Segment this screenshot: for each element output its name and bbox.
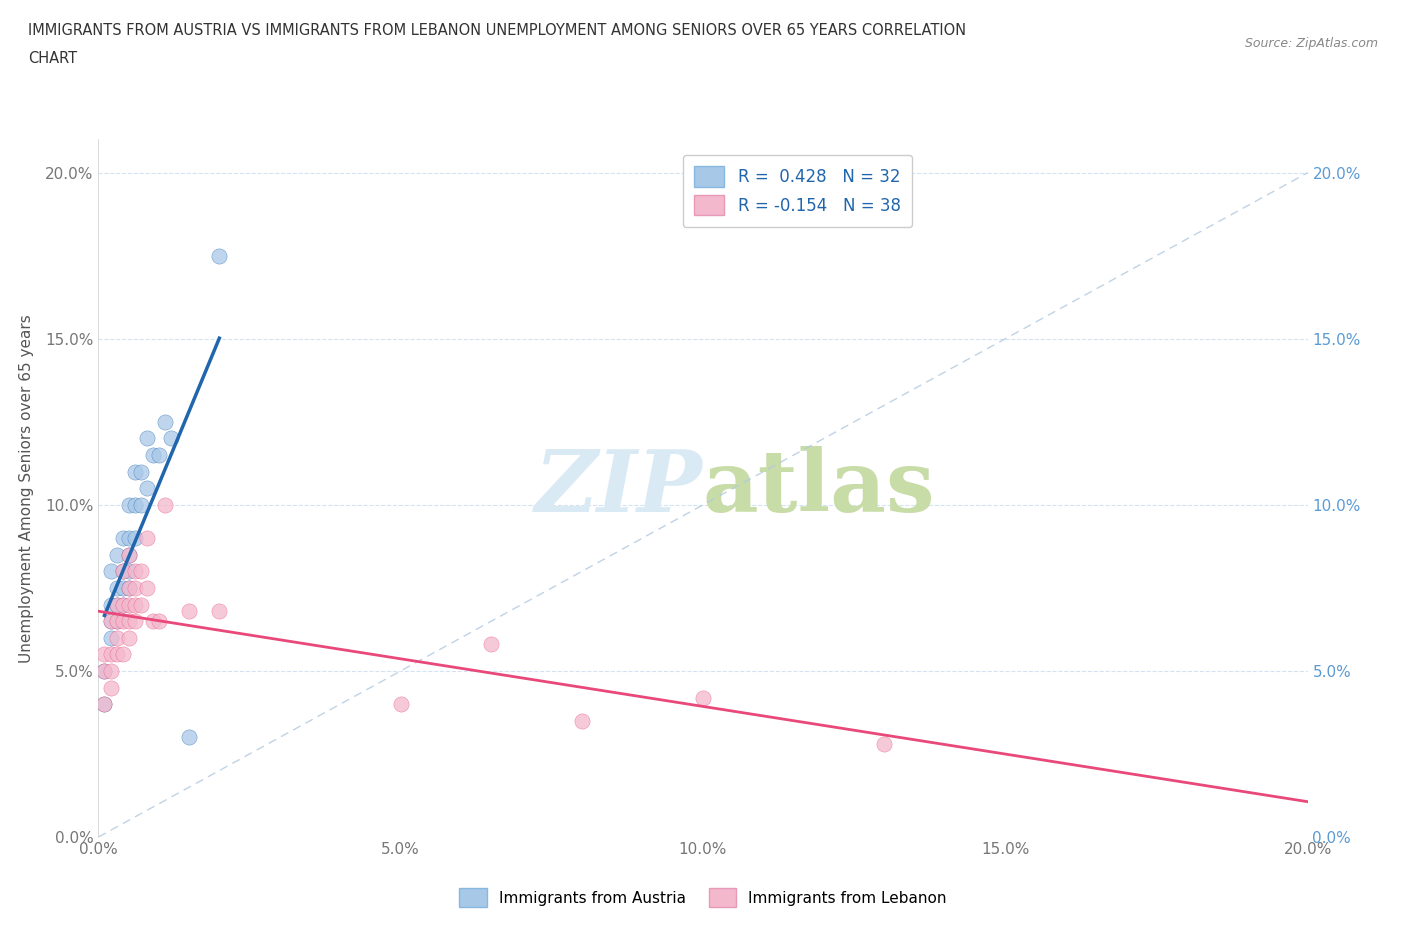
Point bbox=[129, 464, 152, 479]
Point bbox=[160, 431, 183, 445]
Point bbox=[142, 614, 165, 629]
Legend: Immigrants from Austria, Immigrants from Lebanon: Immigrants from Austria, Immigrants from… bbox=[453, 883, 953, 913]
Point bbox=[208, 248, 231, 263]
Point bbox=[208, 604, 231, 618]
Point bbox=[135, 580, 157, 595]
Point bbox=[105, 580, 128, 595]
Point bbox=[118, 547, 141, 562]
Point bbox=[100, 597, 122, 612]
Point bbox=[129, 597, 152, 612]
Y-axis label: Unemployment Among Seniors over 65 years: Unemployment Among Seniors over 65 years bbox=[20, 314, 34, 662]
Point bbox=[179, 604, 201, 618]
Point bbox=[105, 547, 128, 562]
Point bbox=[111, 564, 134, 578]
Point bbox=[93, 647, 115, 662]
Point bbox=[153, 415, 176, 430]
Point bbox=[571, 713, 593, 728]
Point bbox=[111, 580, 134, 595]
Point bbox=[100, 680, 122, 695]
Point bbox=[135, 481, 157, 496]
Point bbox=[118, 631, 141, 645]
Point bbox=[129, 498, 152, 512]
Point bbox=[124, 464, 146, 479]
Point bbox=[118, 547, 141, 562]
Point bbox=[692, 690, 714, 705]
Point bbox=[124, 597, 146, 612]
Point bbox=[100, 647, 122, 662]
Point bbox=[124, 498, 146, 512]
Point bbox=[118, 580, 141, 595]
Point bbox=[118, 614, 141, 629]
Point bbox=[153, 498, 176, 512]
Point bbox=[135, 431, 157, 445]
Point bbox=[105, 597, 128, 612]
Point bbox=[111, 564, 134, 578]
Point bbox=[100, 614, 122, 629]
Point bbox=[124, 531, 146, 546]
Text: atlas: atlas bbox=[703, 446, 935, 530]
Point bbox=[118, 531, 141, 546]
Point bbox=[111, 531, 134, 546]
Point bbox=[148, 447, 170, 462]
Point bbox=[142, 447, 165, 462]
Point bbox=[389, 697, 412, 711]
Point bbox=[111, 647, 134, 662]
Text: Source: ZipAtlas.com: Source: ZipAtlas.com bbox=[1244, 37, 1378, 50]
Point bbox=[111, 614, 134, 629]
Point bbox=[105, 597, 128, 612]
Point bbox=[124, 614, 146, 629]
Point bbox=[111, 597, 134, 612]
Text: CHART: CHART bbox=[28, 51, 77, 66]
Point bbox=[100, 564, 122, 578]
Point bbox=[129, 564, 152, 578]
Point bbox=[105, 614, 128, 629]
Point bbox=[148, 614, 170, 629]
Point bbox=[100, 663, 122, 678]
Text: ZIP: ZIP bbox=[536, 446, 703, 530]
Point bbox=[124, 580, 146, 595]
Point bbox=[118, 580, 141, 595]
Point bbox=[111, 597, 134, 612]
Point bbox=[118, 597, 141, 612]
Point bbox=[93, 663, 115, 678]
Point bbox=[124, 564, 146, 578]
Point bbox=[118, 564, 141, 578]
Point bbox=[105, 631, 128, 645]
Point bbox=[105, 614, 128, 629]
Point bbox=[118, 498, 141, 512]
Point bbox=[481, 637, 503, 652]
Point bbox=[179, 730, 201, 745]
Point bbox=[93, 663, 115, 678]
Point bbox=[93, 697, 115, 711]
Point bbox=[93, 697, 115, 711]
Point bbox=[105, 647, 128, 662]
Text: IMMIGRANTS FROM AUSTRIA VS IMMIGRANTS FROM LEBANON UNEMPLOYMENT AMONG SENIORS OV: IMMIGRANTS FROM AUSTRIA VS IMMIGRANTS FR… bbox=[28, 23, 966, 38]
Point bbox=[100, 614, 122, 629]
Point bbox=[100, 631, 122, 645]
Point bbox=[873, 737, 896, 751]
Point bbox=[135, 531, 157, 546]
